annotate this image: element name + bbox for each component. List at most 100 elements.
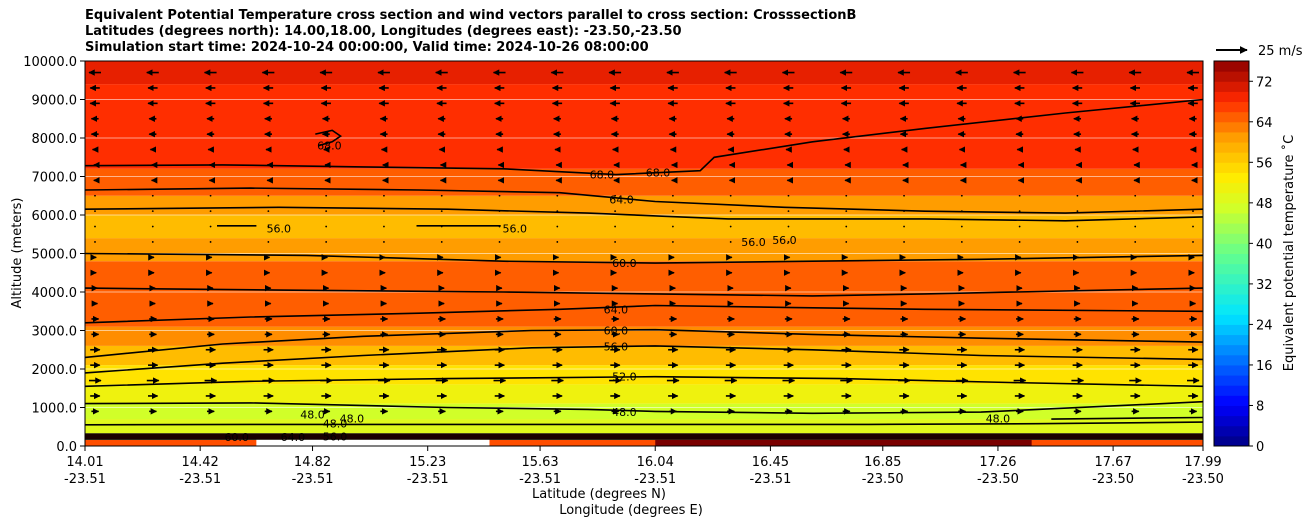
colorbar-tick-label-0: 0	[1256, 440, 1264, 455]
y-tick-label-9: 9000.0	[32, 94, 78, 109]
x-tick-label-lon-1: -23.51	[179, 472, 221, 487]
wind-vector	[209, 194, 212, 197]
wind-vector	[383, 225, 385, 228]
colorbar-band	[1214, 162, 1249, 173]
contour-label-20: 48.0	[986, 412, 1011, 425]
colorbar-band	[1214, 101, 1249, 113]
colorbar-band	[1214, 223, 1249, 234]
contour-line-4	[85, 287, 1203, 297]
contour-line-3	[85, 252, 1203, 264]
wind-vector	[845, 194, 848, 197]
wind-vector	[1018, 194, 1021, 197]
colorbar-band	[1214, 334, 1249, 346]
wind-vector	[845, 241, 848, 243]
contour-line-8	[85, 375, 1203, 388]
colorbar: 0 8 16 24 32 40 48 56 64 72	[1213, 60, 1273, 455]
wind-vector	[671, 194, 674, 197]
contour-label-4: 64.0	[604, 303, 629, 316]
wind-vector	[1018, 225, 1021, 228]
colorbar-band	[1214, 182, 1249, 194]
wind-vector	[729, 210, 732, 213]
colorbar-band	[1214, 314, 1249, 325]
wind-vector	[556, 210, 559, 213]
colorbar-band	[1214, 121, 1249, 133]
x-tick-label-lon-9: -23.50	[1092, 472, 1134, 487]
colorbar-band	[1214, 131, 1249, 143]
wind-vector	[1076, 194, 1079, 197]
wind-vector	[440, 241, 443, 243]
wind-vector	[498, 194, 501, 197]
wind-vector	[440, 210, 443, 213]
wind-vector	[845, 210, 848, 213]
colorbar-band	[1214, 364, 1249, 376]
contour-line-1	[85, 187, 1203, 214]
x-tick-label-lat-8: 17.26	[979, 455, 1016, 470]
x-tick-label-lat-10: 17.99	[1184, 455, 1221, 470]
contour-label-6: 56.0	[604, 341, 629, 354]
x-tick-label-lon-8: -23.50	[977, 472, 1019, 487]
x-axis-label-longitude: Longitude (degrees E)	[559, 503, 703, 518]
wind-vector	[960, 241, 963, 243]
wind-vector	[845, 225, 848, 228]
wind-vector	[1192, 225, 1194, 228]
colorbar-band	[1214, 192, 1249, 204]
x-tick-label-lat-5: 16.04	[637, 455, 674, 470]
wind-vector	[325, 210, 328, 213]
y-axis-label: Altitude (meters)	[10, 198, 25, 309]
wind-vector	[671, 241, 674, 243]
wind-vector	[267, 241, 270, 243]
wind-vector	[94, 194, 96, 197]
wind-vector	[383, 241, 385, 243]
colorbar-band	[1214, 253, 1249, 265]
colorbar-band	[1214, 425, 1249, 437]
wind-vector	[960, 194, 963, 197]
wind-vector	[94, 210, 96, 213]
y-tick-label-7: 7000.0	[32, 171, 78, 186]
colorbar-tick-label-6: 48	[1256, 197, 1273, 212]
x-tick-label-lat-1: 14.42	[182, 455, 219, 470]
colorbar-band	[1214, 61, 1249, 72]
x-axis: 14.01 -23.51 14.42 -23.51 14.82 -23.51 15.23 -2…	[64, 446, 1224, 487]
x-axis-label-latitude: Latitude (degrees N)	[532, 487, 666, 502]
wind-vector	[151, 225, 154, 228]
contour-line-2	[85, 206, 1203, 222]
contour-label-1: 68.0	[646, 167, 671, 180]
surface-dense-contours	[85, 433, 1203, 440]
theta-e-layer-10	[85, 215, 1203, 239]
colorbar-band	[1214, 71, 1249, 82]
theta-e-layer-6	[85, 345, 1203, 366]
contour-label-8: 48.0	[612, 406, 637, 419]
colorbar-tick-label-3: 24	[1256, 318, 1273, 333]
x-tick-label-lat-7: 16.85	[864, 455, 901, 470]
contour-label-18: 56.0	[323, 430, 348, 443]
wind-vector	[556, 194, 559, 197]
contour-lines	[85, 98, 1203, 426]
wind-vector	[960, 210, 963, 213]
colorbar-band	[1214, 294, 1249, 305]
colorbar-band	[1214, 111, 1249, 123]
contour-label-11: 56.0	[267, 222, 292, 235]
contour-label-16: 48.0	[300, 408, 325, 421]
contour-line-6	[85, 328, 1203, 359]
wind-vector	[729, 225, 732, 228]
x-tick-label-lat-0: 14.01	[66, 455, 103, 470]
wind-vector	[498, 210, 501, 213]
wind-vector	[1192, 241, 1194, 243]
wind-vector	[614, 241, 617, 243]
colorbar-tick-label-9: 72	[1256, 75, 1273, 90]
x-tick-label-lon-10: -23.50	[1182, 472, 1224, 487]
colorbar-band	[1214, 263, 1249, 275]
colorbar-band	[1214, 395, 1249, 406]
colorbar-band	[1214, 344, 1249, 356]
wind-vector	[960, 225, 963, 228]
chart-title-line-2: Latitudes (degrees north): 14.00,18.00, …	[85, 24, 682, 39]
colorbar-band	[1214, 304, 1249, 315]
wind-vector	[498, 225, 501, 228]
colorbar-tick-label-5: 40	[1256, 237, 1273, 252]
colorbar-band	[1214, 172, 1249, 184]
contour-line-11	[1051, 416, 1203, 420]
x-tick-label-lat-2: 14.82	[294, 455, 331, 470]
wind-vector	[1018, 241, 1021, 243]
x-tick-label-lat-3: 15.23	[409, 455, 446, 470]
